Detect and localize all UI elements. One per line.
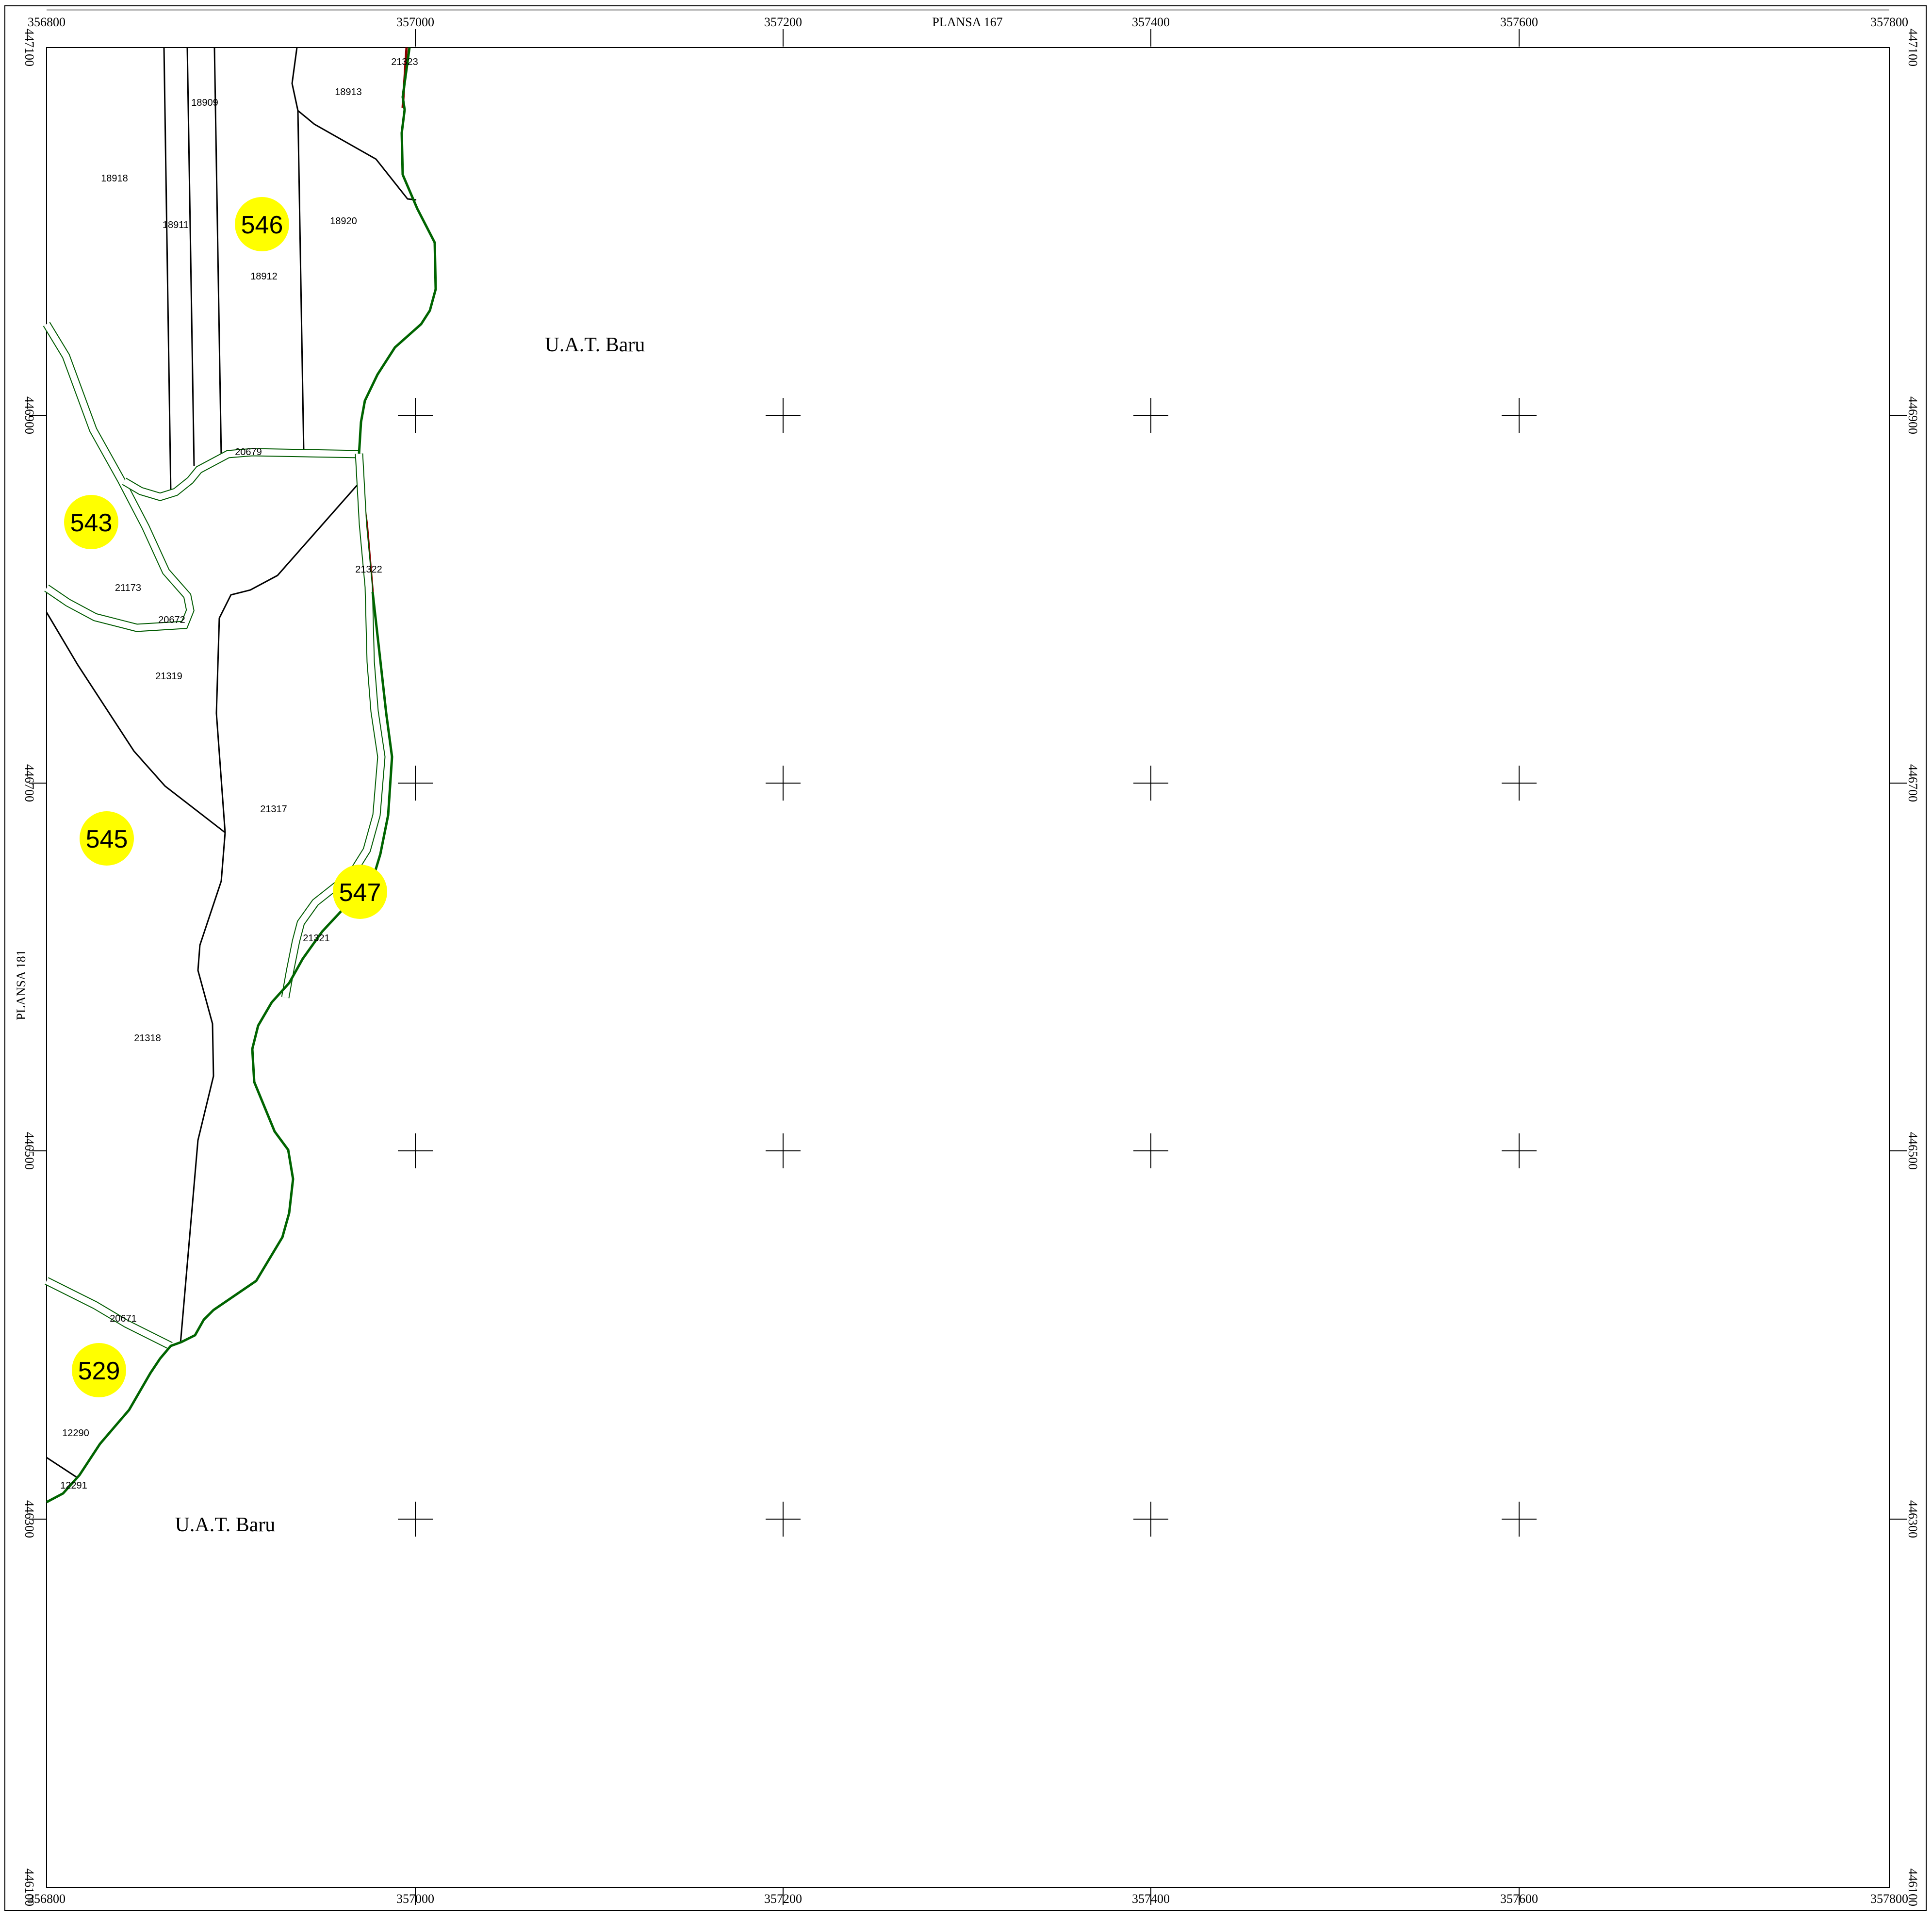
x-tick-top: 357200 [764,15,802,29]
y-tick-right: 446900 [1906,396,1920,434]
x-tick-bottom: 357400 [1132,1892,1170,1906]
parcel-label: 18920 [330,216,357,227]
badge-circle [72,1343,126,1397]
parcel-label: 21321 [303,933,330,944]
badge-circle [80,811,134,866]
map-frame [46,47,1890,1888]
x-tick-bottom: 356800 [28,1892,65,1906]
badge-circle [333,865,387,919]
parcel-label: 21322 [355,564,382,575]
badge-label: 546 [241,211,283,239]
y-tick-right: 446700 [1906,764,1920,802]
x-tick-bottom: 357600 [1500,1892,1538,1906]
badge-label: 529 [78,1357,120,1385]
parcel-label: 21173 [115,583,141,593]
y-tick-left: 446900 [22,396,36,434]
parcel-label: 20679 [235,447,262,458]
badge-543[interactable]: 543 [64,495,118,549]
y-tick-left: 446700 [22,764,36,802]
parcel-label: 12291 [60,1480,87,1491]
parcel-label: 20671 [110,1313,137,1324]
badge-label: 545 [86,825,128,853]
stream-line [358,47,437,454]
parcel-label: 21319 [155,671,182,682]
x-tick-top: 357000 [396,15,434,29]
sheet-label-top: PLANSA 167 [932,15,1002,29]
parcel-boundaries [46,47,417,1479]
badge-circle [235,197,289,251]
badge-circle [64,495,118,549]
parcel-label: 21318 [134,1033,161,1044]
uat-label: U.A.T. Baru [175,1514,276,1536]
badge-546[interactable]: 546 [235,197,289,251]
x-tick-top: 356800 [28,15,65,29]
y-tick-left: 446500 [22,1132,36,1170]
badge-label: 543 [70,509,113,537]
x-tick-top: 357800 [1870,15,1908,29]
outer-frame [4,5,1927,1911]
parcel-label: 20672 [158,615,185,625]
badge-label: 547 [339,879,381,907]
badge-529[interactable]: 529 [72,1343,126,1397]
x-axis-top: 356800 357000 357200 357400 357600 35780… [28,15,1908,29]
roads [43,322,386,1350]
sheet-label-left: PLANSA 181 [14,950,28,1020]
parcel-label: 18913 [335,87,362,98]
parcel-label: 21323 [391,57,418,67]
uat-label: U.A.T. Baru [545,334,645,356]
parcel-label: 21317 [260,804,287,815]
y-tick-left: 446300 [22,1500,36,1538]
badge-547[interactable]: 547 [333,865,387,919]
y-tick-right: 446500 [1906,1132,1920,1170]
badge-545[interactable]: 545 [80,811,134,866]
x-tick-top: 357600 [1500,15,1538,29]
parcel-label: 18918 [101,173,128,184]
parcel-labels: 21323 18909 18913 18918 18911 18920 1891… [60,57,418,1491]
parcel-label: 12290 [62,1428,89,1439]
y-tick-right: 446300 [1906,1500,1920,1538]
y-tick-right: 446100 [1906,1868,1920,1906]
parcel-label: 18909 [191,98,218,108]
x-tick-top: 357400 [1132,15,1170,29]
grid-crosses [398,398,1537,1537]
x-tick-bottom: 357800 [1870,1892,1908,1906]
y-tick-left: 446100 [22,1868,36,1906]
x-tick-bottom: 357000 [396,1892,434,1906]
parcel-label: 18912 [250,271,278,282]
x-axis-bottom: 356800 357000 357200 357400 357600 35780… [28,1892,1908,1906]
frame-ticks [29,29,1907,1905]
stream-line [46,591,393,1504]
y-axis-left: 447100 446900 446700 446500 446300 44610… [22,29,36,1906]
x-tick-bottom: 357200 [764,1892,802,1906]
y-axis-right: 447100 446900 446700 446500 446300 44610… [1906,29,1920,1906]
parcel-label: 18911 [163,220,189,230]
y-tick-left: 447100 [22,29,36,66]
y-tick-right: 447100 [1906,29,1920,66]
